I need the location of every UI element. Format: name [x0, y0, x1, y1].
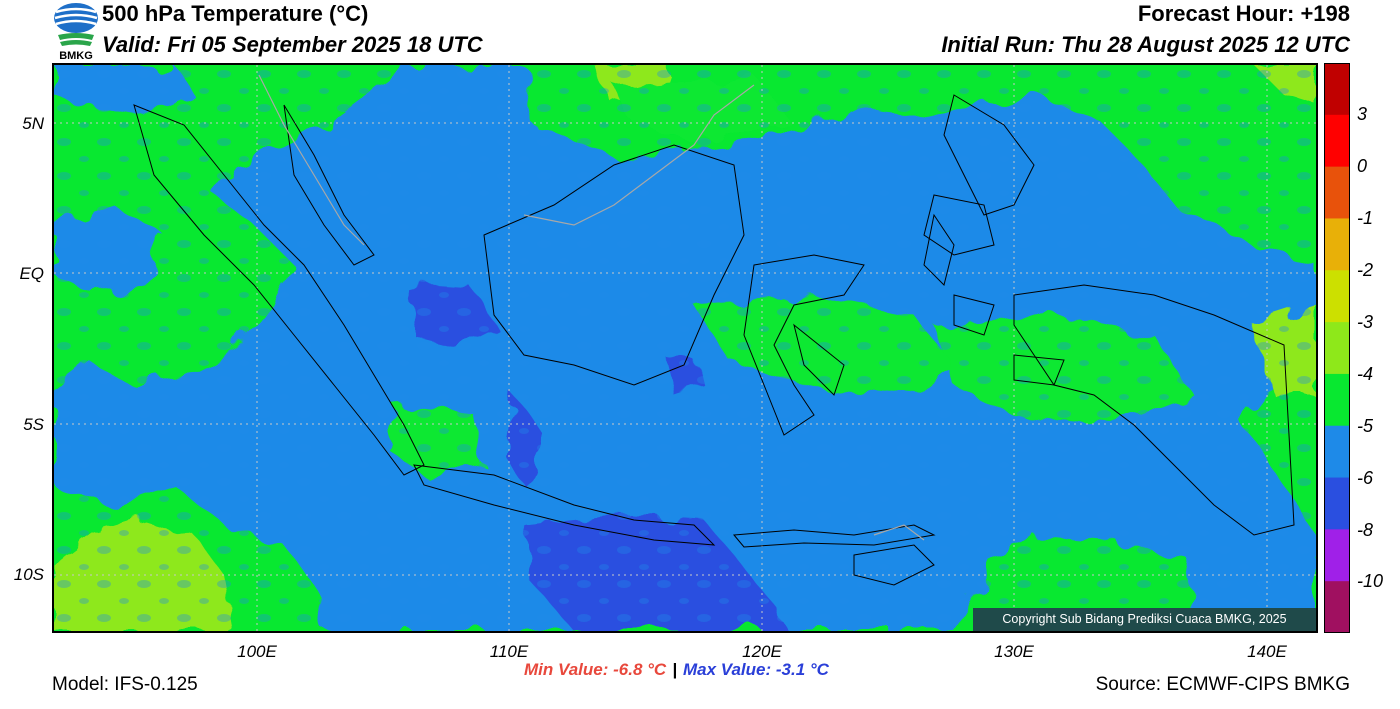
colorbar-label: -1	[1357, 208, 1374, 228]
colorbar-segment	[1324, 218, 1350, 271]
temperature-map[interactable]	[54, 65, 1316, 631]
colorbar-segment	[1324, 529, 1350, 582]
borders	[258, 74, 925, 541]
colorbar-label: -10	[1357, 571, 1384, 591]
valid-time: Valid: Fri 05 September 2025 18 UTC	[102, 32, 483, 57]
lat-label: 5S	[23, 415, 44, 434]
colorbar-label: -3	[1357, 312, 1374, 332]
lon-label: 100E	[237, 642, 277, 661]
lat-label: EQ	[19, 264, 44, 283]
copyright-notice: Copyright Sub Bidang Prediksi Cuaca BMKG…	[973, 608, 1316, 631]
colorbar-segment	[1324, 477, 1350, 530]
source-label: Source: ECMWF-CIPS BMKG	[1095, 674, 1350, 695]
colorbar-label: 0	[1357, 156, 1368, 176]
forecast-hour: Forecast Hour: +198	[1137, 1, 1350, 26]
graticule	[54, 65, 1316, 631]
map-panel[interactable]	[52, 63, 1318, 633]
colorbar	[1324, 63, 1350, 633]
svg-text:BMKG: BMKG	[59, 50, 93, 60]
colorbar-segment	[1324, 270, 1350, 323]
max-value: Max Value: -3.1 °C	[682, 660, 829, 679]
colorbar-label: 3	[1357, 104, 1368, 124]
bmkg-logo: BMKG	[54, 3, 98, 60]
model-label: Model: IFS-0.125	[52, 674, 198, 695]
initial-run: Initial Run: Thu 28 August 2025 12 UTC	[941, 32, 1350, 57]
min-value: Min Value: -6.8 °C	[524, 660, 667, 679]
min-max-values: Min Value: -6.8 °C | Max Value: -3.1 °C	[524, 660, 829, 680]
colorbar-label: -8	[1357, 520, 1374, 540]
separator: |	[672, 660, 677, 679]
colorbar-segment	[1324, 581, 1350, 633]
colorbar-segment	[1324, 322, 1350, 375]
colorbar-segment	[1324, 425, 1350, 479]
lat-label: 5N	[22, 114, 44, 133]
lon-label: 130E	[994, 642, 1034, 661]
colorbar-label: -5	[1357, 416, 1374, 436]
coastlines	[133, 94, 1295, 586]
colorbar-label: -4	[1357, 364, 1374, 384]
colorbar-segment	[1324, 373, 1350, 427]
lon-label: 120E	[742, 642, 782, 661]
colorbar-segment	[1324, 114, 1350, 168]
lon-label: 140E	[1247, 642, 1287, 661]
colorbar-segment	[1324, 166, 1350, 219]
lat-label: 10S	[13, 565, 44, 584]
colorbar-label: -6	[1357, 468, 1374, 488]
chart-title: 500 hPa Temperature (°C)	[102, 1, 369, 26]
colorbar-segment	[1324, 63, 1350, 116]
colorbar-label: -2	[1357, 260, 1374, 280]
lon-label: 110E	[489, 642, 529, 661]
